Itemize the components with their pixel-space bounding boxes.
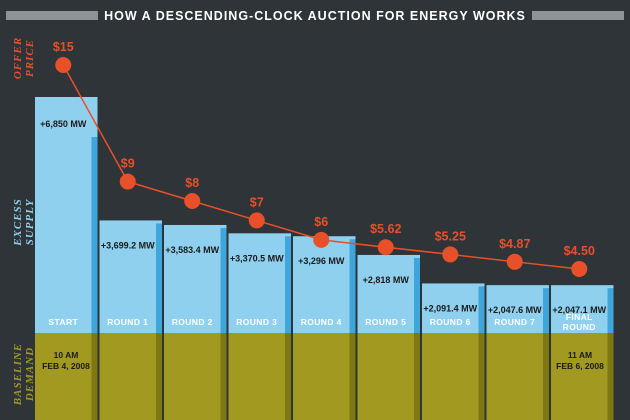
excess-supply-label: EXCESS SUPPLY: [12, 198, 36, 247]
price-point: [377, 239, 394, 256]
excess-supply-label-line2: SUPPLY: [24, 198, 36, 245]
offer-price-label-line2: PRICE: [24, 39, 36, 77]
round-label: ROUND 1: [107, 317, 148, 327]
demand-block-side: [543, 333, 549, 420]
supply-bar-side: [543, 288, 549, 333]
round-label: START: [48, 317, 78, 327]
supply-bar-side: [349, 239, 356, 333]
supply-bar: [35, 97, 98, 333]
round-label: FINAL: [566, 312, 593, 322]
price-label: $6: [314, 215, 328, 229]
price-point: [119, 173, 136, 190]
demand-block-side: [91, 333, 98, 420]
supply-bar: [293, 236, 356, 333]
price-label: $9: [121, 157, 135, 171]
demand-block: [35, 333, 98, 420]
demand-block: [486, 333, 549, 420]
supply-value-label: +6,850 MW: [40, 119, 87, 129]
supply-bar: [357, 254, 420, 333]
round-label: ROUND 2: [172, 317, 213, 327]
round-label: ROUND 5: [365, 317, 406, 327]
price-point: [442, 246, 459, 263]
price-point: [55, 57, 72, 73]
supply-bar-side: [220, 227, 227, 333]
baseline-demand-label-line1: BASELINE: [12, 343, 24, 406]
start-time-line2: FEB 4, 2008: [42, 361, 90, 371]
supply-value-label: +2,047.1 MW: [552, 305, 606, 315]
price-label: $4.87: [499, 237, 530, 251]
supply-bar: [551, 285, 614, 333]
price-label: $5.25: [435, 229, 466, 243]
supply-bar-side: [607, 288, 614, 333]
demand-block: [551, 333, 614, 420]
demand-block: [357, 333, 420, 420]
demand-block: [99, 333, 162, 420]
supply-bar-side: [478, 286, 485, 333]
price-point: [313, 231, 330, 248]
supply-value-label: +2,818 MW: [363, 275, 410, 285]
demand-block: [228, 333, 291, 420]
supply-bar-side: [414, 257, 420, 333]
start-time-line1: 10 AM: [54, 350, 79, 360]
price-label: $7: [250, 195, 264, 209]
round-label: ROUND 6: [430, 317, 471, 327]
round-label: ROUND 3: [236, 317, 277, 327]
price-layer: $15 $9 $8 $7 $6 $5.62 $5.25 $4.87 $4.50: [53, 40, 595, 277]
supply-bar: [99, 220, 162, 333]
supply-bar: [422, 283, 485, 333]
demand-block: [422, 333, 485, 420]
price-label: $4.50: [564, 244, 595, 258]
offer-price-label-line1: OFFER: [12, 37, 24, 79]
demand-block-side: [156, 333, 162, 420]
supply-bar-side: [91, 137, 98, 333]
price-point: [506, 253, 523, 270]
title-bar-right: [532, 11, 624, 20]
round-label: ROUND 7: [494, 317, 535, 327]
demand-block-side: [607, 333, 614, 420]
price-point: [248, 212, 265, 229]
supply-value-label: +3,699.2 MW: [101, 240, 155, 250]
supply-value-label: +3,583.4 MW: [165, 245, 219, 255]
demand-block-side: [349, 333, 356, 420]
supply-value-label: +3,370.5 MW: [230, 253, 284, 263]
demand-block: [293, 333, 356, 420]
demand-block: [164, 333, 227, 420]
price-label: $5.62: [370, 222, 401, 236]
end-time-line1: 11 AM: [568, 350, 592, 360]
supply-bar: [164, 224, 227, 333]
price-point: [184, 193, 201, 209]
round-label: ROUND: [563, 322, 596, 332]
price-point: [571, 261, 588, 277]
excess-supply-label-line1: EXCESS: [12, 198, 24, 247]
demand-block-side: [220, 333, 227, 420]
supply-value-label: +3,296 MW: [298, 256, 345, 266]
supply-value-label: +2,091.4 MW: [423, 303, 477, 313]
supply-bar-side: [285, 236, 291, 333]
baseline-demand-label: BASELINE DEMAND: [12, 343, 36, 406]
supply-bar: [486, 285, 549, 333]
supply-bar: [228, 233, 291, 333]
price-label: $15: [53, 40, 74, 54]
bars-layer: +6,850 MW START +3,699.2 MW ROUND 1 +3,583.4…: [35, 97, 614, 420]
baseline-demand-label-line2: DEMAND: [24, 347, 36, 402]
supply-bar-side: [156, 223, 162, 333]
demand-block-side: [478, 333, 485, 420]
supply-value-label: +2,047.6 MW: [488, 305, 542, 315]
chart-title: HOW A DESCENDING-CLOCK AUCTION FOR ENERG…: [104, 9, 526, 23]
end-time-line2: FEB 6, 2008: [556, 361, 604, 371]
offer-price-label: OFFER PRICE: [12, 37, 36, 79]
price-label: $8: [185, 176, 199, 190]
demand-block-side: [414, 333, 420, 420]
title-bar-left: [6, 11, 98, 20]
round-label: ROUND 4: [301, 317, 342, 327]
demand-block-side: [285, 333, 291, 420]
